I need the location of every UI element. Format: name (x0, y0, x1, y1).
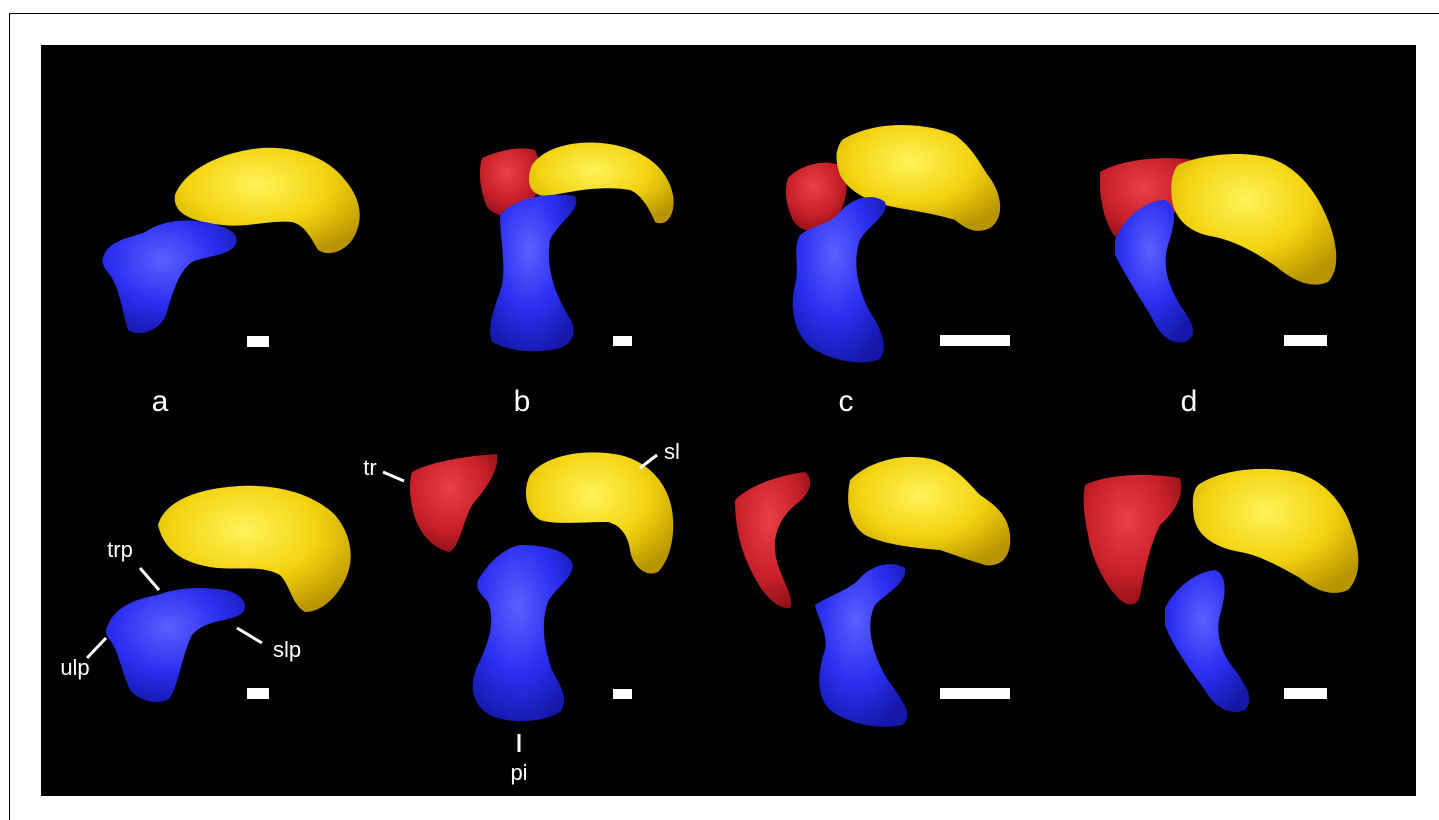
specimen-a-top (102, 147, 360, 347)
specimen-d-top (1100, 154, 1337, 346)
label-pi: pi (510, 760, 527, 785)
trapezium-bone (785, 162, 847, 231)
leader-sl (639, 453, 658, 470)
panel-letter-b: b (514, 385, 531, 418)
scale-bar (247, 688, 269, 699)
scale-bar (940, 688, 1010, 699)
scale-bar (1284, 688, 1327, 699)
trapezium-bone (479, 148, 541, 217)
pisiform-bone (815, 564, 908, 727)
annotation-leaders (85, 453, 658, 752)
figure-border-top (9, 13, 1439, 14)
scale-bar (613, 689, 632, 699)
specimen-c-top (785, 124, 1010, 363)
specimen-d-bottom (1083, 468, 1359, 712)
scapholunate-bone (836, 124, 1001, 231)
scale-bar (613, 336, 632, 346)
trapezium-bone (409, 454, 498, 552)
specimen-b-bottom (409, 452, 674, 722)
leader-tr (382, 470, 405, 483)
pisiform-bone (792, 197, 886, 363)
figure-border-left (9, 13, 10, 820)
specimen-c-bottom (735, 456, 1011, 727)
pisiform-bone (490, 194, 577, 352)
panel-letter-a: a (152, 385, 169, 418)
label-sl: sl (664, 439, 680, 464)
specimen-b-top (479, 142, 674, 352)
leader-ulp (85, 636, 108, 660)
pisiform-bone (102, 220, 237, 334)
specimen-a-bottom (105, 485, 351, 703)
pisiform-bone (105, 587, 245, 703)
scapholunate-bone (528, 142, 674, 224)
scale-bar (247, 336, 269, 347)
pisiform-bone (1115, 200, 1194, 343)
scapholunate-bone (1171, 154, 1337, 285)
scapholunate-bone (525, 452, 674, 574)
pisiform-bone (1165, 570, 1250, 712)
scapholunate-bone (158, 485, 351, 612)
label-slp: slp (273, 637, 301, 662)
trapezium-bone (1083, 474, 1182, 605)
label-tr: tr (363, 455, 376, 480)
label-trp: trp (107, 537, 133, 562)
label-ulp: ulp (60, 655, 89, 680)
scale-bar (940, 335, 1010, 346)
scale-bar (1284, 335, 1327, 346)
trapezium-bone (735, 472, 811, 609)
pisiform-bone (472, 545, 573, 722)
panel-letter-d: d (1181, 385, 1198, 418)
leader-trp (138, 567, 161, 591)
scapholunate-bone (174, 147, 360, 254)
panel-letter-c: c (839, 385, 854, 418)
scapholunate-bone (848, 456, 1011, 566)
scapholunate-bone (1192, 468, 1359, 593)
leader-slp (236, 626, 263, 645)
